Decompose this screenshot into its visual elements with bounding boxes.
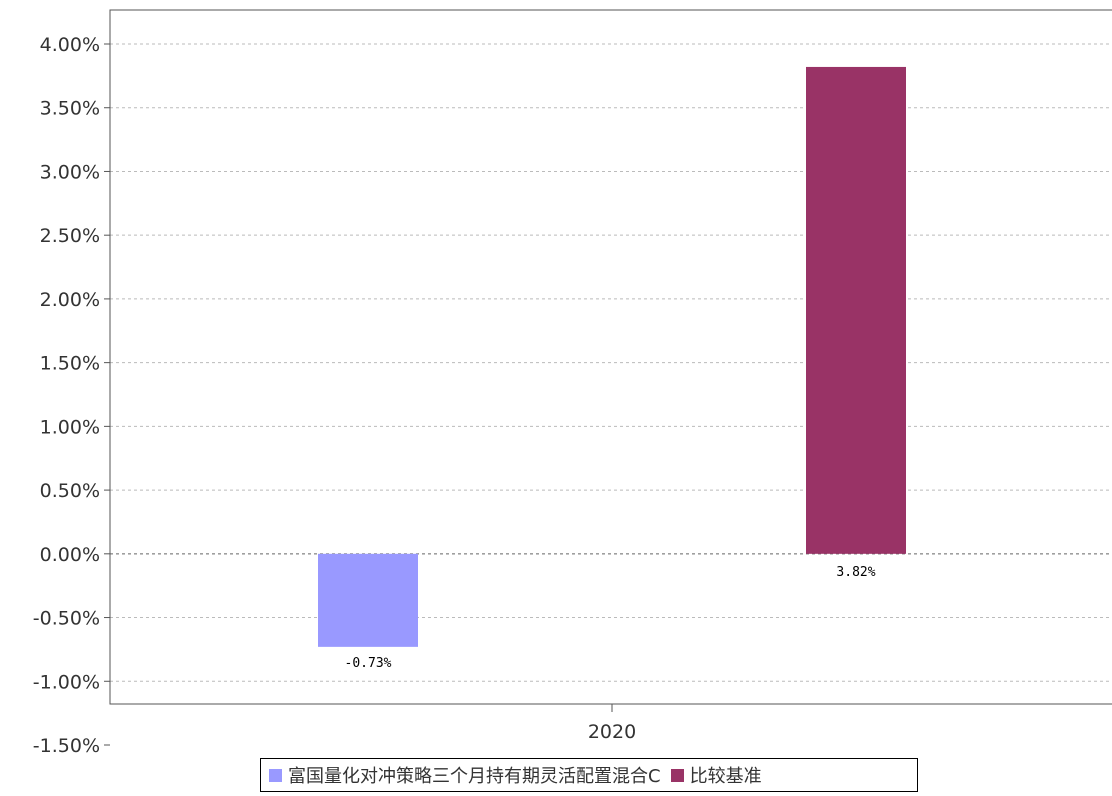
- legend: 富国量化对冲策略三个月持有期灵活配置混合C 比较基准: [260, 758, 918, 792]
- y-tick-label: 2.00%: [40, 289, 100, 311]
- bar-0: [318, 553, 418, 647]
- data-label-1: 3.82%: [836, 565, 875, 580]
- y-tick-label: 0.00%: [40, 544, 100, 566]
- y-axis: 4.00% 3.50% 3.00% 2.50% 2.00% 1.50% 1.00% 0.50%…: [33, 34, 110, 757]
- data-label-0: -0.73%: [345, 656, 392, 671]
- y-tick-label: -1.00%: [33, 671, 100, 693]
- legend-label-fund: 富国量化对冲策略三个月持有期灵活配置混合C: [288, 766, 661, 787]
- x-category-label: 2020: [588, 721, 636, 743]
- y-tick-label: 1.00%: [40, 416, 100, 438]
- y-tick-label: 1.50%: [40, 353, 100, 375]
- y-tick-label: 4.00%: [40, 34, 100, 56]
- legend-label-benchmark: 比较基准: [689, 766, 762, 787]
- y-tick-label: -1.50%: [33, 735, 100, 757]
- gridlines: [110, 43, 1112, 682]
- y-tick-label: 2.50%: [40, 225, 100, 247]
- legend-swatch-benchmark: [670, 768, 684, 782]
- legend-item-fund: 富国量化对冲策略三个月持有期灵活配置混合C: [269, 762, 661, 788]
- y-tick-label: 3.50%: [40, 98, 100, 120]
- y-tick-label: -0.50%: [33, 608, 100, 630]
- legend-swatch-fund: [269, 768, 282, 782]
- y-tick-label: 3.00%: [40, 161, 100, 183]
- bar-1: [806, 66, 906, 554]
- plot-frame: [109, 9, 1112, 705]
- legend-item-benchmark: 比较基准: [670, 762, 762, 788]
- y-tick-label: 0.50%: [40, 480, 100, 502]
- bars: -0.73% 3.82%: [318, 66, 906, 671]
- x-axis: 2020: [588, 704, 636, 743]
